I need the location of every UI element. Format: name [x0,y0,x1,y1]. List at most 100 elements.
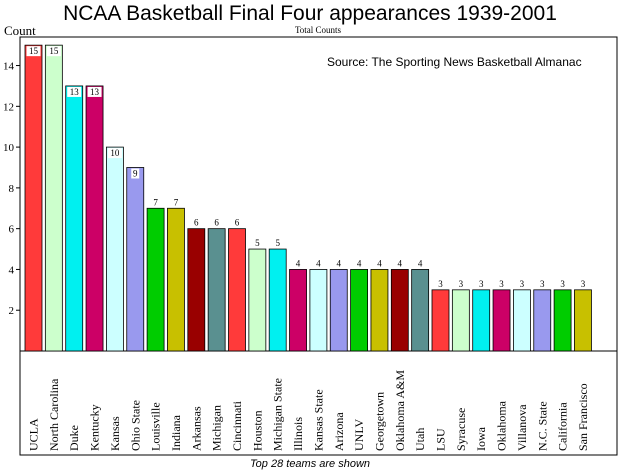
data-label: 3 [581,279,586,289]
bar-syracuse [451,289,470,352]
data-label: 7 [174,197,179,207]
data-label: 4 [377,258,382,268]
category-label: Iowa [474,426,488,451]
bar-kansas [106,146,124,352]
bar-north-carolina [44,44,63,352]
category-label: Louisville [149,402,163,451]
category-label: Georgetown [372,392,386,451]
data-label: 10 [110,148,120,158]
bar-cincinnati [228,228,246,352]
bar-arizona [329,269,348,352]
bar-utah [411,269,430,352]
category-label: North Carolina [47,378,61,451]
bar-california [553,289,572,352]
data-label: 4 [337,258,342,268]
category-label: San Francisco [576,383,590,451]
category-label: Arkansas [189,406,203,451]
data-label: 3 [499,279,504,289]
data-label: 4 [418,258,423,268]
data-label: 4 [398,258,403,268]
data-label: 6 [235,218,240,228]
data-label: 9 [133,168,138,178]
bar-villanova [513,289,531,352]
category-label: Kentucky [88,404,102,451]
category-label: Syracuse [454,408,468,451]
chart-footnote: Top 28 teams are shown [250,458,370,470]
data-label: 5 [255,238,260,248]
y-tick-label: 8 [9,183,15,195]
bar-michigan-state [268,248,287,352]
bar-unlv [350,269,369,352]
data-label-bg [26,46,41,57]
data-label: 3 [540,279,545,289]
category-label: Illinois [291,417,305,451]
category-label: Cincinnati [230,400,244,451]
data-label: 3 [520,279,525,289]
y-tick-label: 4 [9,264,15,276]
data-label: 15 [29,46,39,56]
category-label: Kansas [108,416,122,451]
source-annotation: Source: The Sporting News Basketball Alm… [327,55,582,69]
category-label: Arizona [332,412,346,451]
category-label: Kansas State [311,389,325,451]
data-label: 3 [560,279,565,289]
bar-oklahoma-a-m [390,269,409,352]
bar-n-c-state [533,289,552,352]
category-label: Duke [67,425,81,451]
data-label-bg [87,86,102,97]
bar-indiana [167,207,185,352]
data-label-bg [67,86,82,97]
data-label: 3 [479,279,484,289]
category-label: Utah [413,428,427,451]
data-label-bg [131,168,140,179]
bar-iowa [472,289,491,352]
y-axis-label: Count [4,23,36,38]
category-label: Indiana [169,414,183,451]
bar-arkansas [187,228,206,352]
data-label: 13 [70,87,80,97]
bar-kansas-state [309,269,328,352]
bar-ohio-state [126,167,145,352]
data-label: 15 [49,46,59,56]
category-label: Michigan [210,405,224,451]
data-label: 4 [296,258,301,268]
category-label: Oklahoma A&M [393,370,407,451]
bar-lsu [431,289,450,352]
category-label: California [556,402,570,451]
data-label: 3 [459,279,464,289]
category-label: LSU [434,428,448,451]
bar-oklahoma [492,289,511,352]
bar-san-francisco [574,289,592,352]
bar-houston [248,248,267,352]
data-label: 6 [214,218,219,228]
data-label: 4 [357,258,362,268]
bar-georgetown [370,269,389,352]
bar-louisville [146,207,165,352]
category-label: Houston [250,410,264,451]
category-label: UNLV [352,418,366,451]
bar-kentucky [85,85,104,352]
chart-title: NCAA Basketball Final Four appearances 1… [63,2,557,25]
y-tick-label: 12 [3,101,14,113]
y-tick-label: 6 [9,224,15,236]
data-label-bg [46,46,61,57]
data-label: 3 [438,279,443,289]
category-label: UCLA [27,418,41,451]
bar-ucla [24,44,43,352]
category-label: Oklahoma [495,400,509,451]
bar-illinois [289,269,307,352]
data-label-bg [107,148,122,159]
category-label: N.C. State [535,401,549,451]
chart-subtitle: Total Counts [295,25,342,35]
category-label: Ohio State [128,400,142,451]
bar-duke [65,85,84,352]
data-label: 7 [153,197,158,207]
category-label: Michigan State [271,378,285,451]
y-tick-label: 14 [3,61,15,73]
y-tick-label: 2 [9,305,15,317]
y-tick-label: 10 [3,142,15,154]
data-label: 6 [194,218,199,228]
data-label: 5 [275,238,280,248]
bar-michigan [207,228,226,352]
